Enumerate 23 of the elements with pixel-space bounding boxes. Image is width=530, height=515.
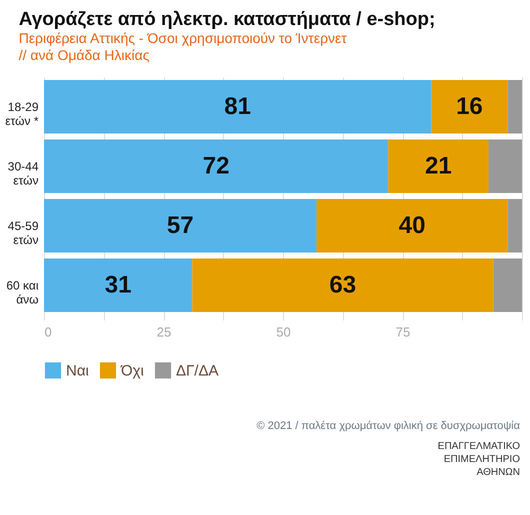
x-tick-label: 75 xyxy=(396,324,410,340)
data-label: 57 xyxy=(166,212,194,239)
y-tick-label: 60 και άνω xyxy=(6,278,39,306)
data-label: 21 xyxy=(425,152,452,180)
data-label: 72 xyxy=(202,152,230,180)
x-tick-label: 50 xyxy=(276,324,291,340)
y-tick-label: 18-29 ετών * xyxy=(5,100,39,128)
x-tick-label: 25 xyxy=(156,324,172,340)
chart-subtitle: Περιφέρεια Αττικής - Όσοι χρησιμοποιούν το Ίντερνετ // ανά Ομάδα Ηλικίας xyxy=(18,30,348,63)
data-label: 63 xyxy=(329,271,356,298)
text: © 2021 / παλέτα χρωμάτων φιλική σε δυσχρωματοψία xyxy=(256,420,520,432)
chart-title: Αγοράζετε από ηλεκτρ. καταστήματα / e-shop; xyxy=(18,9,436,30)
data-label: 81 xyxy=(224,92,251,120)
y-tick-label: 45-59 ετών xyxy=(8,218,39,247)
text: ΕΠΑΓΓΕΛΜΑΤΙΚΟ ΕΠΙΜΕΛΗΤΗΡΙΟ ΑΘΗΝΩΝ xyxy=(436,440,520,479)
data-label: 40 xyxy=(398,212,426,239)
data-label: 31 xyxy=(104,271,132,298)
x-tick-label: 0 xyxy=(44,324,52,340)
y-tick-label: 30-44 ετών xyxy=(8,159,39,188)
legend-label: ΔΓ/ΔΑ xyxy=(176,362,218,380)
data-label: 16 xyxy=(456,92,483,120)
legend-label: Ναι xyxy=(66,362,89,380)
legend-label: Όχι xyxy=(120,362,144,380)
